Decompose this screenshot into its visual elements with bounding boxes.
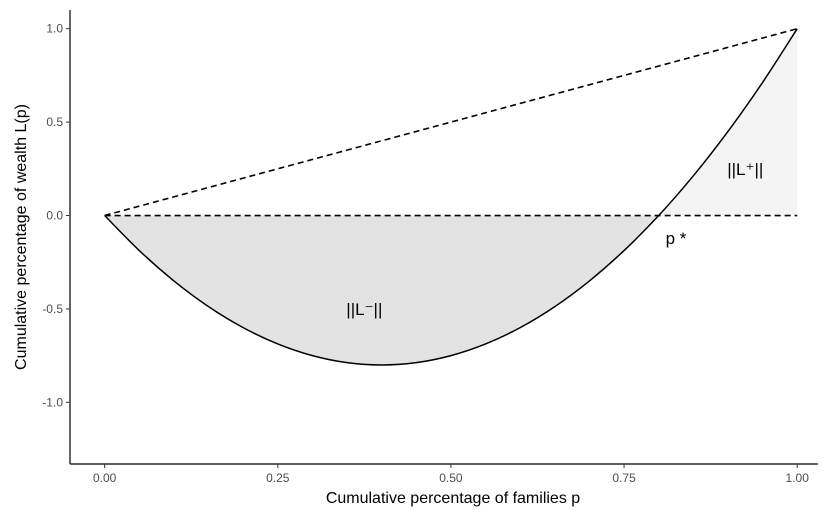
annotation-label: p * <box>666 229 687 248</box>
x-tick-label: 0.75 <box>612 471 636 485</box>
shaded-region-2 <box>658 28 798 216</box>
x-tick-label: 1.00 <box>786 471 810 485</box>
axis-ticks: 0.00 0.25 0.50 0.75 1.00 1.0 0.5 0.0 -0.5 -1.0 <box>42 22 809 485</box>
y-tick-label: -0.5 <box>42 302 63 316</box>
axes <box>69 10 818 465</box>
shaded-areas <box>104 28 798 365</box>
x-axis-title: Cumulative percentage of families p <box>326 490 580 507</box>
annotation-label: ||L⁺|| <box>727 160 763 179</box>
x-tick-label: 0.25 <box>266 471 290 485</box>
y-tick-label: 0.0 <box>46 209 63 223</box>
annotation-label: ||L⁻|| <box>346 300 382 319</box>
y-tick-label: 1.0 <box>46 22 63 36</box>
x-tick-label: 0.00 <box>93 471 117 485</box>
shaded-region-1 <box>104 215 659 365</box>
y-axis-title: Cumulative percentage of wealth L(p) <box>13 104 30 370</box>
y-tick-label: -1.0 <box>42 395 63 409</box>
plot-lines <box>104 27 798 366</box>
annotations: ||L⁻|| ||L⁺|| p * <box>346 160 763 319</box>
lorenz-curve <box>104 28 798 366</box>
y-tick-label: 0.5 <box>46 115 63 129</box>
x-tick-label: 0.50 <box>439 471 463 485</box>
